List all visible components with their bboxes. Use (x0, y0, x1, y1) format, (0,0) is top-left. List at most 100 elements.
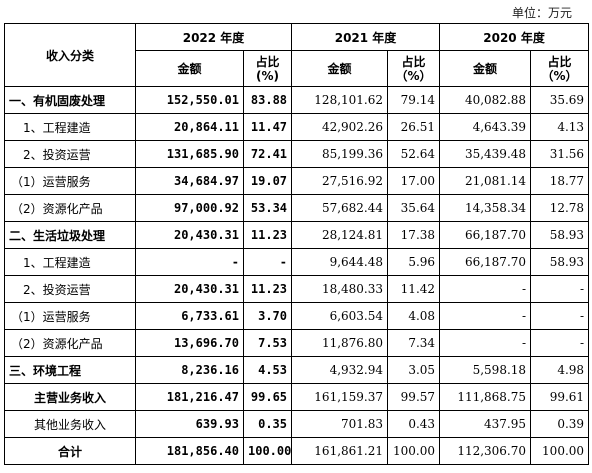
cell-ratio-2021: 79.14 (387, 86, 441, 114)
cell-category: （1）运营服务 (4, 167, 136, 195)
cell-ratio-2022: 11.47 (242, 113, 293, 141)
cell-amount-2020: 66,187.70 (439, 221, 532, 249)
cell-ratio-2021: 7.34 (387, 329, 441, 357)
cell-amount-2020: 35,439.48 (439, 140, 532, 168)
table-row: 1、工程建造 - -9,644.48 5.96 66,187.70 58.93 (4, 248, 590, 276)
table-row: （2）资源化产品 97,000.92 53.34 57,682.44 35.64 14,3… (4, 194, 590, 222)
cell-amount-2022: 13,696.70 (135, 329, 244, 357)
cell-amount-2020: 4,643.39 (439, 113, 532, 141)
cell-amount-2022: 20,864.11 (135, 113, 244, 141)
cell-category: 一、有机固废处理 (4, 86, 136, 114)
cell-amount-2020: 66,187.70 (439, 248, 532, 276)
cell-ratio-2020: 58.93 (530, 221, 590, 249)
cell-amount-2021: 85,199.36 (291, 140, 389, 168)
cell-amount-2021: 27,516.92 (291, 167, 389, 195)
cell-ratio-2022: 72.41 (242, 140, 293, 168)
header-ratio-2020: 占比 （%） (530, 50, 590, 87)
cell-ratio-2021: 4.08 (387, 302, 441, 330)
table-row: 二、生活垃圾处理 20,430.31 11.23 28,124.81 17.38 66,1… (4, 221, 590, 249)
cell-ratio-2020: 12.78 (530, 194, 590, 222)
cell-amount-2020: 5,598.18 (439, 356, 532, 384)
cell-ratio-2021: 11.42 (387, 275, 441, 303)
cell-ratio-2021: 100.00 (387, 437, 441, 465)
table-row: 主营业务收入 181,216.47 99.65 161,159.37 99.57 111,… (4, 383, 590, 411)
cell-category: 合计 (4, 437, 136, 465)
cell-ratio-2022: 4.53 (242, 356, 293, 384)
cell-amount-2021: 701.83 (291, 410, 389, 438)
cell-ratio-2021: 26.51 (387, 113, 441, 141)
cell-amount-2021: 28,124.81 (291, 221, 389, 249)
cell-ratio-2020: 35.69 (530, 86, 590, 114)
unit-label: 单位：万元 (511, 6, 572, 20)
cell-ratio-2021: 17.00 (387, 167, 441, 195)
cell-amount-2021: 128,101.62 (291, 86, 389, 114)
header-amount-2022: 金额 (135, 50, 244, 87)
cell-ratio-2022: 100.00 (242, 437, 293, 465)
cell-ratio-2022: 3.70 (242, 302, 293, 330)
cell-category: 2、投资运营 (4, 275, 136, 303)
table-row: 合计 181,856.40 100.00 161,861.21 100.00 112,30… (4, 437, 590, 465)
table-row: 2、投资运营 131,685.90 72.41 85,199.36 52.64 35,43… (4, 140, 590, 168)
cell-ratio-2021: 52.64 (387, 140, 441, 168)
cell-ratio-2020: 18.77 (530, 167, 590, 195)
cell-amount-2021: 161,861.21 (291, 437, 389, 465)
cell-amount-2022: 6,733.61 (135, 302, 244, 330)
cell-ratio-2021: 35.64 (387, 194, 441, 222)
cell-amount-2020: 437.95 (439, 410, 532, 438)
header-year-2022: 2022 年度 (134, 23, 293, 51)
header-ratio-2021: 占比 （%） (387, 50, 441, 87)
cell-amount-2022: 97,000.92 (135, 194, 244, 222)
cell-ratio-2022: 0.35 (242, 410, 293, 438)
header-amount-2021: 金额 (291, 50, 389, 87)
cell-amount-2021: 4,932.94 (291, 356, 389, 384)
cell-ratio-2020: 0.39 (530, 410, 590, 438)
table-row: （2）资源化产品 13,696.70 7.53 11,876.80 7.34- - (4, 329, 590, 357)
cell-amount-2020: 21,081.14 (439, 167, 532, 195)
header-category: 收入分类 (4, 23, 136, 87)
cell-ratio-2020: 99.61 (530, 383, 590, 411)
cell-ratio-2021: 99.57 (387, 383, 441, 411)
cell-ratio-2021: 0.43 (387, 410, 441, 438)
cell-amount-2022: 181,856.40 (135, 437, 244, 465)
cell-ratio-2022: 7.53 (242, 329, 293, 357)
cell-category: （1）运营服务 (4, 302, 136, 330)
cell-ratio-2021: 5.96 (387, 248, 441, 276)
cell-ratio-2022: 99.65 (242, 383, 293, 411)
table-row: 1、工程建造 20,864.11 11.47 42,902.26 26.51 4,643.… (4, 113, 590, 141)
cell-category: 2、投资运营 (4, 140, 136, 168)
cell-amount-2022: 20,430.31 (135, 221, 244, 249)
header-year-2021: 2021 年度 (291, 23, 441, 51)
cell-amount-2022: 34,684.97 (135, 167, 244, 195)
cell-amount-2021: 18,480.33 (291, 275, 389, 303)
cell-category: （2）资源化产品 (4, 329, 136, 357)
cell-ratio-2020: 31.56 (530, 140, 590, 168)
cell-ratio-2022: 19.07 (242, 167, 293, 195)
cell-amount-2021: 161,159.37 (291, 383, 389, 411)
cell-amount-2021: 11,876.80 (291, 329, 389, 357)
cell-category: 主营业务收入 (4, 383, 136, 411)
cell-category: 二、生活垃圾处理 (4, 221, 136, 249)
cell-ratio-2022: 83.88 (242, 86, 293, 114)
cell-amount-2022: 131,685.90 (135, 140, 244, 168)
cell-ratio-2020: - (530, 329, 590, 357)
cell-ratio-2020: 4.98 (530, 356, 590, 384)
cell-amount-2022: 20,430.31 (135, 275, 244, 303)
cell-ratio-2022: 11.23 (242, 275, 293, 303)
cell-ratio-2021: 3.05 (387, 356, 441, 384)
cell-ratio-2020: 4.13 (530, 113, 590, 141)
table-row: 2、投资运营 20,430.31 11.23 18,480.33 11.42- - (4, 275, 590, 303)
cell-amount-2020: - (439, 275, 532, 303)
cell-amount-2020: 112,306.70 (439, 437, 532, 465)
cell-amount-2020: - (439, 302, 532, 330)
table-row: 其他业务收入 639.93 0.35 701.83 0.43 437.95 0.39 (4, 410, 590, 438)
table-row: 一、有机固废处理 152,550.01 83.88 128,101.62 79.14 40… (4, 86, 590, 114)
cell-ratio-2021: 17.38 (387, 221, 441, 249)
header-year-2020: 2020 年度 (439, 23, 590, 51)
cell-amount-2022: 152,550.01 (135, 86, 244, 114)
cell-ratio-2020: 58.93 (530, 248, 590, 276)
cell-amount-2020: - (439, 329, 532, 357)
cell-amount-2021: 42,902.26 (291, 113, 389, 141)
cell-amount-2020: 14,358.34 (439, 194, 532, 222)
cell-amount-2021: 57,682.44 (291, 194, 389, 222)
cell-ratio-2020: 100.00 (530, 437, 590, 465)
